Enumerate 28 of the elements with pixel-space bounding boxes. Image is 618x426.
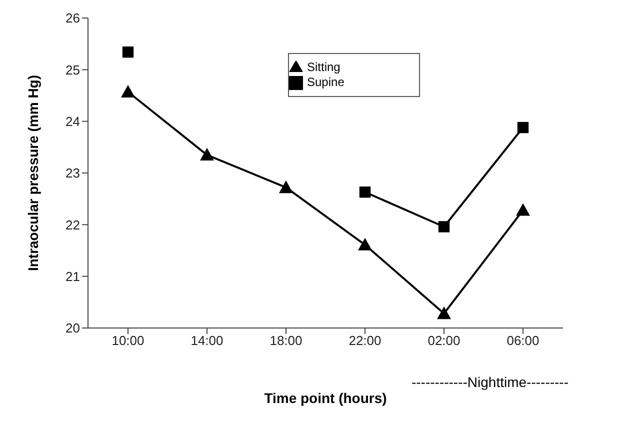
y-tick-label: 21 [66,268,80,284]
point [516,203,530,216]
y-tick-label: 23 [66,166,80,181]
point [359,186,371,198]
y-tick-label: 25 [66,62,80,78]
x-axis-title: Time point (hours) [264,390,387,406]
x-tick-label: 02:00 [428,333,460,348]
y-tick-label: 26 [66,10,80,26]
x-tick-label: 22:00 [348,333,382,348]
point [438,221,450,232]
point [437,306,451,320]
point [358,238,372,250]
x-tick-label: 14:00 [190,333,224,348]
y-axis-title: Intraocular pressure (mm Hg) [24,74,41,272]
point [517,122,529,134]
legend-label: Sitting [307,60,340,74]
y-tick-label: 24 [66,114,80,129]
point [200,148,214,161]
x-tick-label: 18:00 [270,333,302,348]
point [121,84,135,98]
y-tick-label: 20 [66,320,80,336]
y-tick-label: 22 [66,217,80,232]
point [279,180,293,194]
x-tick-label: 10:00 [112,333,144,348]
legend-label: Supine [307,74,344,89]
text: ------------Nighttime--------- [410,374,570,390]
x-tick-label: 06:00 [506,333,540,348]
point [122,46,134,58]
